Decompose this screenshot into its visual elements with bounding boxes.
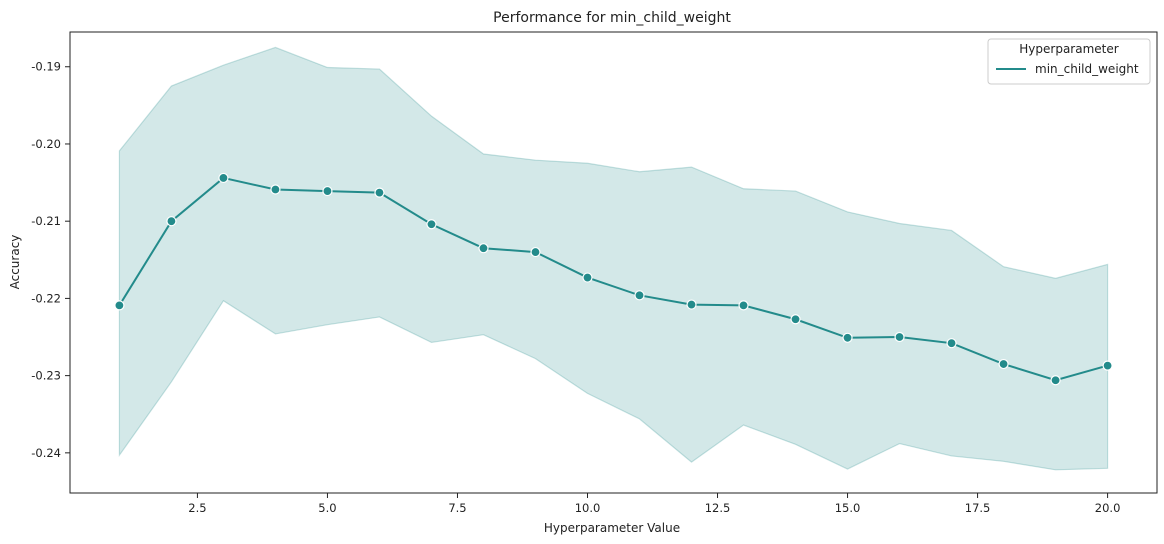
data-point (946, 338, 957, 349)
data-point (530, 246, 541, 258)
series-line (118, 176, 1108, 382)
x-axis: 2.5 5.0 7.5 10.0 12.5 15.0 17.5 20.0 (188, 493, 1120, 515)
x-tick-label: 7.5 (448, 501, 466, 515)
x-tick-label: 17.5 (965, 501, 991, 515)
y-tick-label: -0.22 (31, 291, 61, 305)
data-point (270, 184, 281, 195)
data-point (478, 243, 489, 254)
y-tick-label: -0.20 (31, 137, 61, 151)
plot-area (114, 46, 1113, 471)
data-point (998, 358, 1009, 370)
data-point (374, 187, 385, 198)
y-axis-label: Accuracy (8, 235, 22, 290)
data-point (842, 332, 853, 343)
confidence-band (118, 46, 1109, 471)
data-point (582, 272, 593, 283)
x-tick-label: 12.5 (705, 501, 731, 515)
y-tick-label: -0.24 (31, 446, 61, 460)
x-tick-label: 5.0 (318, 501, 336, 515)
data-point (686, 299, 697, 310)
x-tick-label: 15.0 (835, 501, 861, 515)
chart-title: Performance for min_child_weight (493, 10, 731, 26)
x-tick-label: 2.5 (188, 501, 206, 515)
data-point (426, 219, 437, 230)
x-axis-label: Hyperparameter Value (544, 521, 680, 535)
legend-title: Hyperparameter (1019, 42, 1118, 56)
y-axis: -0.24 -0.23 -0.22 -0.21 -0.20 -0.19 (31, 60, 70, 460)
legend-box (987, 38, 1151, 85)
data-point (738, 300, 749, 311)
data-point (1050, 375, 1061, 386)
plot-frame (69, 31, 1158, 494)
data-point (166, 216, 177, 227)
y-tick-label: -0.19 (31, 60, 61, 74)
data-point (894, 331, 905, 343)
data-point (790, 314, 801, 325)
data-point (634, 290, 645, 301)
x-tick-label: 10.0 (575, 501, 601, 515)
data-point (218, 172, 229, 184)
y-tick-label: -0.23 (31, 369, 61, 383)
data-point (322, 185, 333, 197)
x-tick-label: 20.0 (1095, 501, 1121, 515)
y-tick-label: -0.21 (31, 214, 61, 228)
data-point (1102, 360, 1113, 371)
legend-entry-label: min_child_weight (1035, 62, 1139, 76)
legend: Hyperparameter min_child_weight (987, 38, 1151, 85)
data-point (114, 300, 125, 311)
